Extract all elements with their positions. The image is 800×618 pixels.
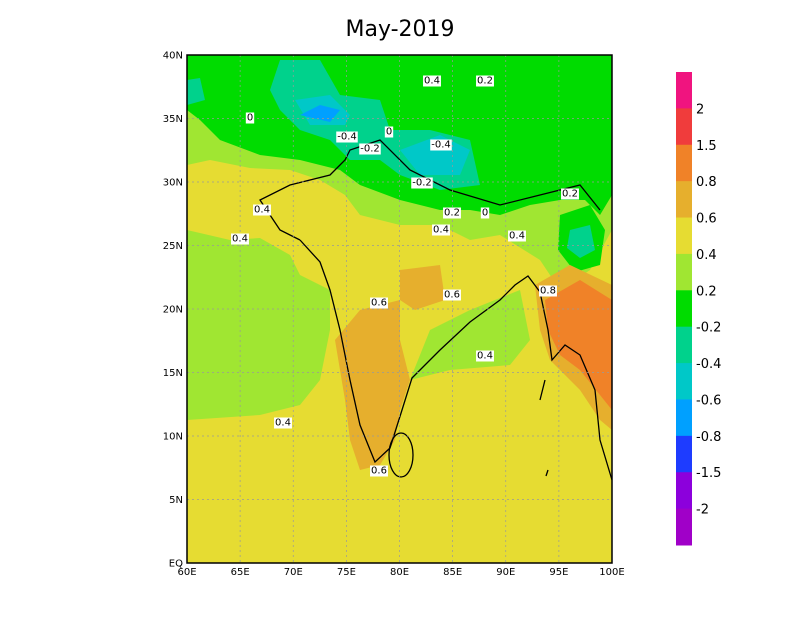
contour-label-box	[370, 297, 388, 309]
colorbar-swatch	[676, 508, 692, 546]
colorbar-label: 0.8	[696, 175, 717, 190]
contour-label: 0.4	[477, 351, 493, 362]
contour-label-box	[539, 285, 557, 297]
contour-label-box	[476, 75, 494, 87]
contour-label-box	[411, 177, 433, 189]
colorbar-label: -0.2	[696, 321, 721, 336]
contour-label-box	[443, 207, 461, 219]
y-tick-label: 15N	[163, 368, 183, 379]
x-tick-label: 60E	[177, 567, 196, 578]
y-tick-label: 40N	[163, 51, 183, 62]
colorbar-label: -0.6	[696, 393, 721, 408]
contour-label-box	[253, 204, 271, 216]
colorbar-label: 0.4	[696, 248, 717, 263]
colorbar-label: -1.5	[696, 466, 721, 481]
contour-label-box	[476, 350, 494, 362]
x-tick-label: 75E	[337, 567, 356, 578]
contour-label-box	[561, 188, 579, 200]
contour-label: 0.6	[444, 290, 460, 301]
colorbar-swatch	[676, 290, 692, 328]
contour-label: 0.8	[540, 286, 556, 297]
contour-label-box	[508, 230, 526, 242]
x-tick-label: 95E	[549, 567, 568, 578]
colorbar-label: -2	[696, 503, 709, 518]
contour-label: 0	[482, 208, 488, 219]
colorbar-swatch	[676, 253, 692, 291]
colorbar-label: 1.5	[696, 139, 717, 154]
contour-label: 0	[247, 113, 253, 124]
colorbar-label: -0.4	[696, 357, 721, 372]
contour-label: 0.2	[477, 76, 493, 87]
contour-label: 0.4	[424, 76, 440, 87]
contour-label-box	[480, 207, 490, 219]
map-title: May-2019	[345, 17, 454, 42]
colorbar-swatch	[676, 399, 692, 437]
colorbar-swatch	[676, 472, 692, 510]
colorbar-swatch	[676, 326, 692, 364]
y-tick-label: 25N	[163, 241, 183, 252]
map-frame	[186, 54, 613, 564]
graticule	[187, 55, 612, 563]
contour-label: 0.2	[562, 189, 578, 200]
contour-label-box	[430, 139, 452, 151]
contour-label-box	[370, 465, 388, 477]
colorbar-label: 2	[696, 102, 704, 117]
contour-label: 0.4	[433, 225, 449, 236]
contour-label: -0.4	[431, 140, 451, 151]
contour-label: 0	[386, 127, 392, 138]
contour-label-box	[231, 233, 249, 245]
colorbar-swatch	[676, 217, 692, 255]
contour-label-box	[432, 224, 450, 236]
contour-label-box	[274, 417, 292, 429]
y-tick-label: 30N	[163, 178, 183, 189]
colorbar-swatch	[676, 108, 692, 146]
coastline	[259, 139, 613, 481]
colorbar-label: -0.8	[696, 430, 721, 445]
colorbar-label: 0.2	[696, 284, 717, 299]
contour-label: 0.4	[509, 231, 525, 242]
contour-label-box	[423, 75, 441, 87]
colorbar-swatch	[676, 144, 692, 182]
contour-label: 0.6	[371, 466, 387, 477]
colorbar-swatch	[676, 363, 692, 400]
y-tick-label: EQ	[169, 559, 183, 570]
colorbar-swatch	[676, 72, 692, 109]
x-tick-label: 100E	[599, 567, 624, 578]
y-tick-label: 5N	[169, 495, 183, 506]
contour-label: 0.6	[371, 298, 387, 309]
x-tick-label: 70E	[284, 567, 303, 578]
contour-label: 0.4	[254, 205, 270, 216]
contour-labels: 0.4 0.20-0.4 0-0.2 -0.4-0.20.20.4 0.2 00.40.4…	[231, 75, 579, 477]
contour-label: 0.2	[444, 208, 460, 219]
x-tick-label: 65E	[231, 567, 250, 578]
contour-label: -0.2	[360, 144, 380, 155]
colorbar-swatch	[676, 181, 692, 219]
x-tick-label: 85E	[443, 567, 462, 578]
contour-label: -0.2	[412, 178, 432, 189]
y-tick-label: 20N	[163, 305, 183, 316]
contour-label: -0.4	[337, 132, 357, 143]
contour-label: 0.4	[275, 418, 291, 429]
contour-label-box	[245, 112, 255, 124]
colorbar: 2 1.5 0.8 0.6 0.4 0.2 -0.2 -0.4 -0.6 -0.8 -1.5 -2	[676, 72, 721, 546]
y-tick-label: 35N	[163, 114, 183, 125]
y-tick-label: 10N	[163, 432, 183, 443]
colorbar-swatch	[676, 435, 692, 473]
contour-label-box	[359, 143, 381, 155]
contour-label: 0.4	[232, 234, 248, 245]
contour-label-box	[336, 131, 358, 143]
contour-label-box	[443, 289, 461, 301]
contour-label-box	[384, 126, 394, 138]
x-tick-label: 80E	[390, 567, 409, 578]
colorbar-label: 0.6	[696, 212, 717, 227]
x-tick-label: 90E	[496, 567, 515, 578]
